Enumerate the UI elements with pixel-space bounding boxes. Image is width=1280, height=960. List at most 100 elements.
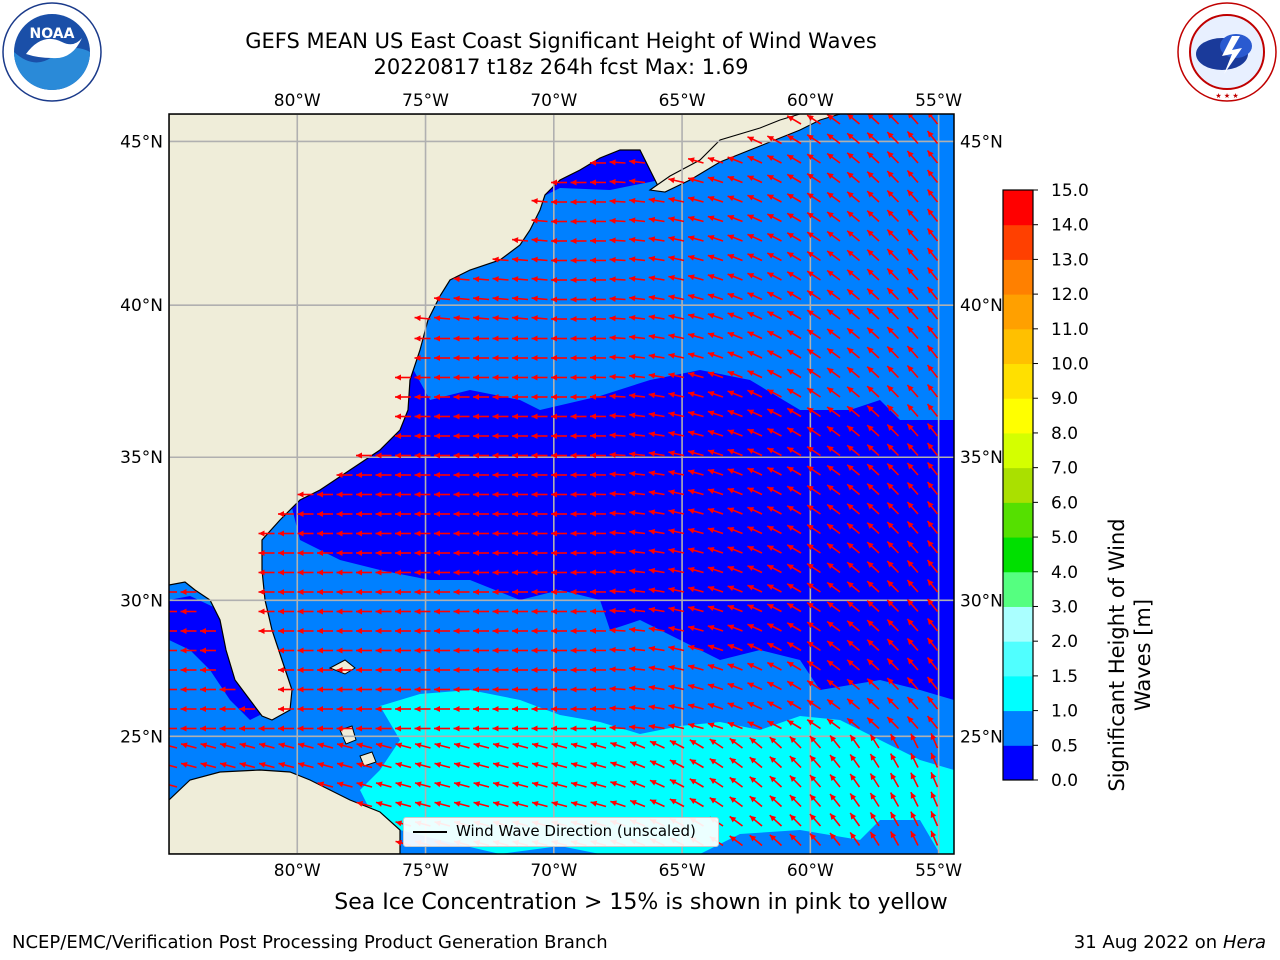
wind-arrow [180,628,197,634]
wind-arrow [511,276,529,283]
wind-arrow [434,686,450,693]
wind-arrow [336,781,353,788]
wind-arrow [453,374,470,381]
wind-arrow [434,355,450,361]
wind-arrow [826,562,841,574]
wind-arrow [356,511,372,517]
wind-arrow [551,667,567,673]
wind-arrow [589,510,607,517]
wind-arrow [317,511,333,517]
wind-arrow [669,798,685,808]
wind-arrow [336,762,353,769]
wind-arrow [531,491,548,498]
wind-arrow [492,742,509,749]
wind-arrow [473,491,489,498]
wind-arrow [886,151,900,164]
wind-arrow [551,472,567,478]
wind-arrow [589,686,607,693]
wind-arrow [473,335,489,342]
wind-arrow [826,133,841,145]
wind-arrow [356,472,372,478]
wind-arrow [906,618,919,632]
wind-arrow [589,257,607,264]
wind-arrow [453,686,470,693]
colorbar-segment [1003,606,1033,642]
wind-arrow [395,530,411,537]
lat-tick-label-right: 45°N [960,132,1003,152]
wind-arrow [668,586,685,593]
wind-arrow [729,815,743,827]
wind-arrow [570,452,587,459]
wind-arrow [926,500,939,515]
wind-arrow [629,334,646,341]
wind-arrow [866,639,880,652]
wind-arrow [375,608,392,615]
wind-arrow [609,627,626,634]
wind-arrow [786,622,802,632]
wind-arrow [180,647,197,654]
wind-arrow [766,447,782,457]
wind-arrow [687,391,704,398]
wind-arrow [886,346,900,359]
wind-arrow [551,413,567,420]
wind-arrow [492,472,509,478]
wind-arrow [769,756,783,769]
wind-arrow [414,647,431,654]
wind-arrow [707,722,724,730]
wind-arrow [747,292,763,301]
colorbar-segment [1003,190,1033,226]
wind-arrow [926,422,939,437]
wind-arrow [668,684,685,691]
colorbar-tick-label: 1.5 [1051,667,1078,687]
wind-arrow [473,530,489,537]
wind-arrow [886,677,900,691]
wind-arrow [589,725,607,732]
wind-arrow [926,325,939,339]
wind-arrow [589,413,607,420]
wind-arrow [846,366,861,379]
wind-arrow [906,189,919,203]
wind-arrow [375,472,392,478]
wind-arrow [806,582,821,593]
wind-arrow [727,565,743,574]
wind-arrow [866,600,880,613]
wind-arrow [926,442,939,456]
wind-arrow [846,269,861,281]
wind-arrow [886,268,900,281]
wind-arrow [570,511,587,517]
wind-arrow [492,762,509,769]
wind-arrow [609,724,626,731]
wind-arrow [846,503,861,515]
wind-arrow [806,601,821,613]
wind-arrow [846,210,861,223]
wind-arrow [589,354,607,361]
wind-arrow [473,589,489,595]
wind-arrow [906,715,919,730]
wind-arrow [786,583,802,593]
wind-arrow [395,569,411,576]
wind-arrow [473,452,489,459]
wind-arrow [789,755,802,769]
wind-arrow [336,742,353,749]
wind-arrow [473,413,489,420]
wind-arrow [609,666,626,673]
wind-arrow [866,366,880,379]
wind-arrow [786,680,802,691]
wind-arrow [926,383,939,398]
wind-arrow [453,530,470,537]
wind-arrow [826,114,841,125]
wind-arrow [609,237,626,244]
wind-arrow [610,800,626,808]
wind-arrow [570,472,587,478]
wind-arrow [551,179,567,186]
wind-arrow [278,550,294,556]
wind-arrow [806,484,821,496]
wind-arrow [551,725,567,732]
wind-arrow [356,647,372,654]
wind-arrow [531,511,548,517]
wind-arrow [589,588,607,595]
wind-arrow [886,365,900,379]
wind-arrow [786,524,802,535]
lon-tick-label-bottom: 65°W [659,861,706,881]
wind-arrow [727,273,743,281]
